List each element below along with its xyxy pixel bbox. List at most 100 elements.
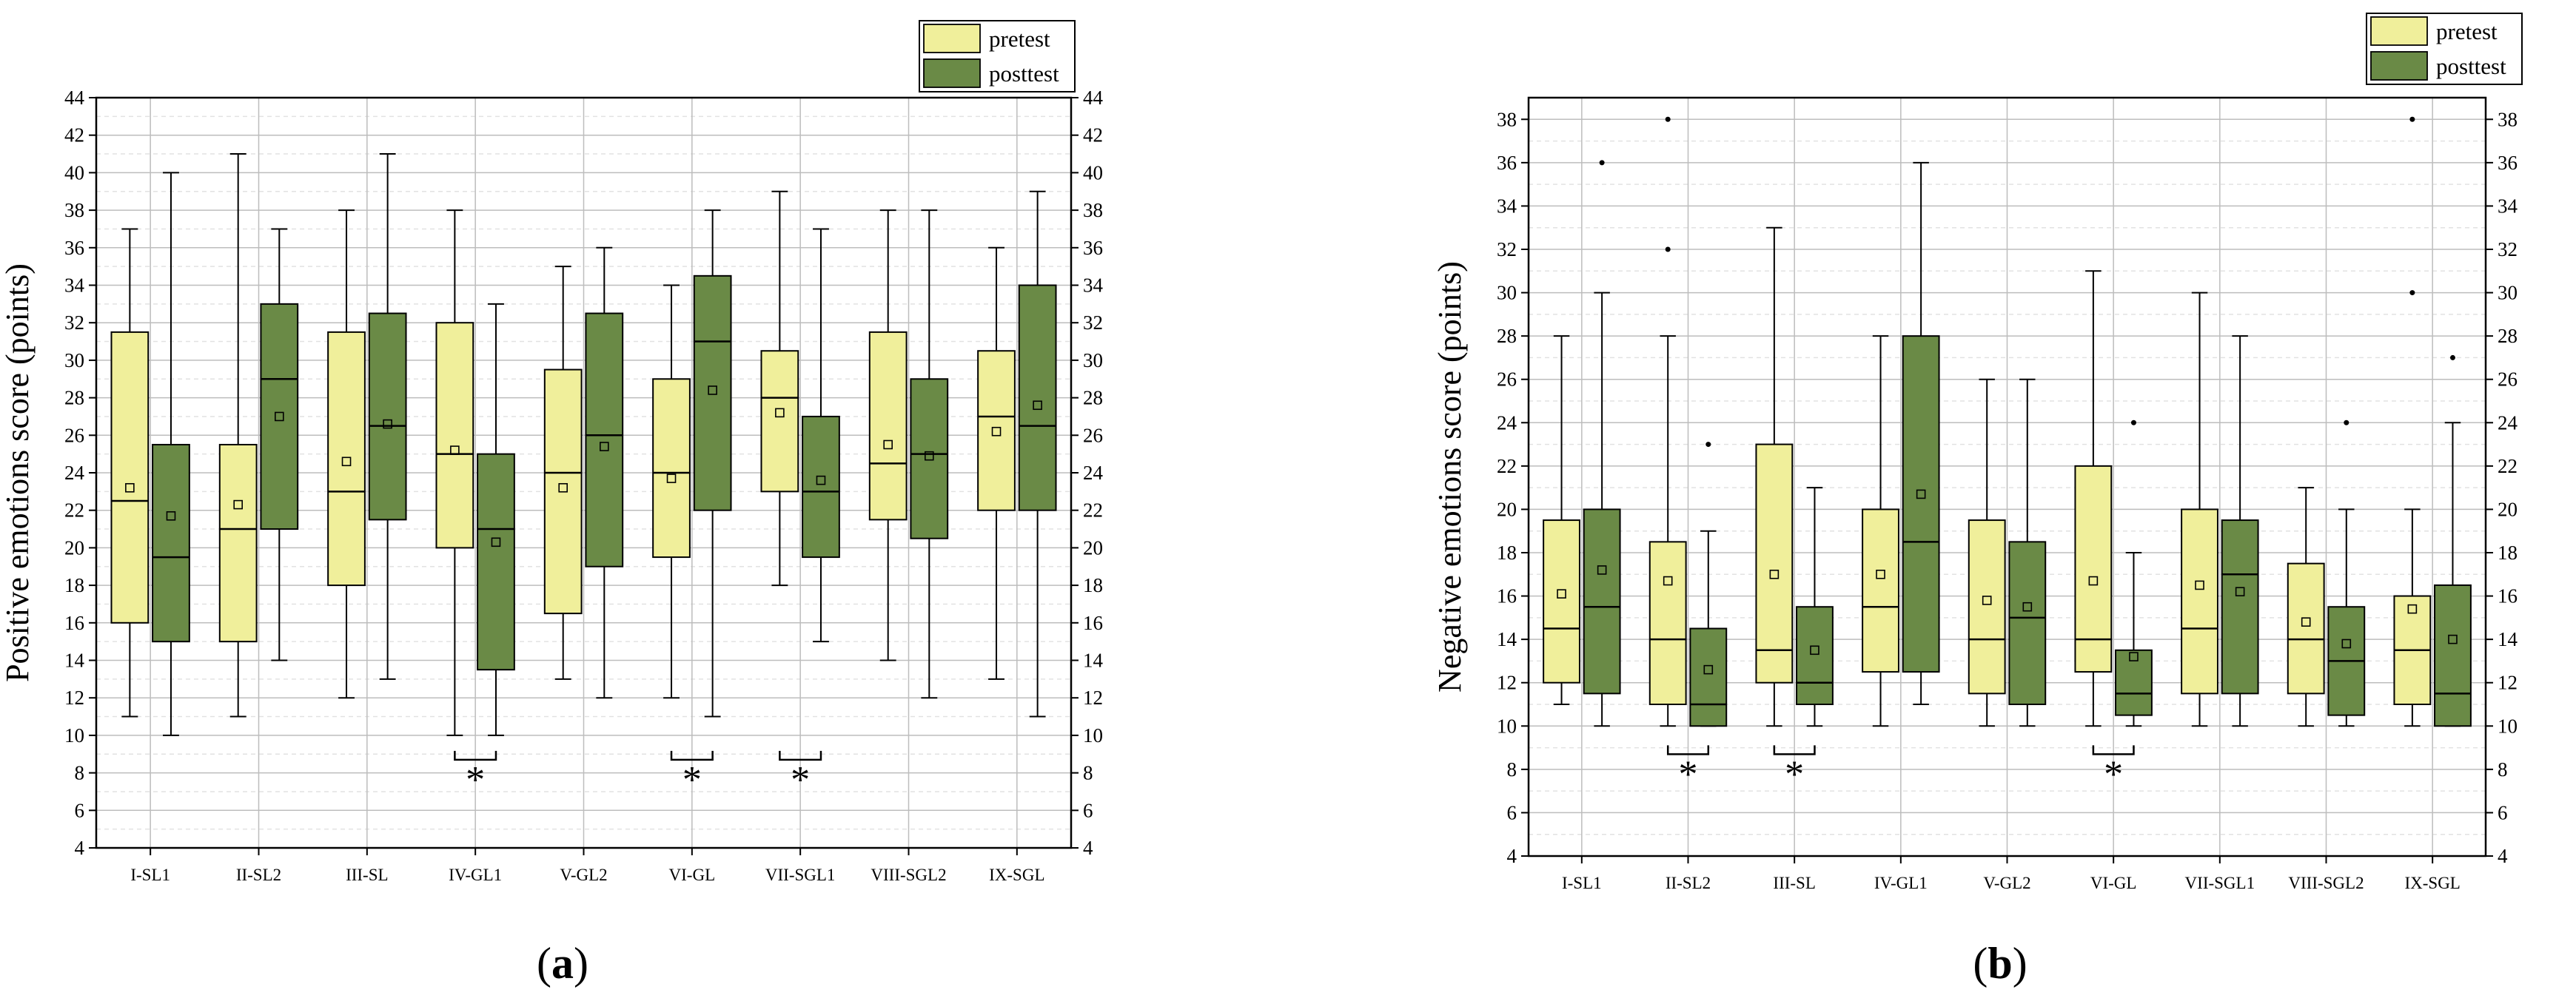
y-tick-label-right: 28 bbox=[2498, 325, 2518, 347]
y-tick-label-left: 12 bbox=[1497, 672, 1517, 694]
mean-marker bbox=[925, 451, 934, 461]
significance-markers: * * * bbox=[1666, 745, 2135, 795]
legend-label-pretest: pretest bbox=[989, 26, 1050, 52]
x-tick-label: IV-GL1 bbox=[1874, 874, 1928, 892]
box-posttest-VII-SGL1 bbox=[2221, 519, 2259, 695]
y-tick-label-left: 8 bbox=[1507, 758, 1517, 781]
gridlines bbox=[96, 98, 1071, 848]
box-pretest-I-SL1 bbox=[1543, 519, 1580, 684]
y-tick-label-left: 38 bbox=[64, 199, 84, 221]
mean-marker bbox=[2195, 580, 2204, 590]
y-tick-label-right: 12 bbox=[2498, 672, 2518, 694]
significance-asterisk: * bbox=[791, 759, 810, 801]
significance-bracket bbox=[670, 750, 714, 761]
y-tick-label-left: 20 bbox=[64, 536, 84, 559]
y-tick-label-left: 10 bbox=[1497, 715, 1517, 737]
x-tick-label: II-SL2 bbox=[1666, 874, 1711, 892]
mean-marker bbox=[1033, 400, 1042, 411]
y-tick-label-left: 32 bbox=[64, 311, 84, 334]
x-tick-label: VIII-SGL2 bbox=[2288, 874, 2364, 892]
box-posttest-VI-GL bbox=[2115, 649, 2153, 716]
legend-swatch-posttest bbox=[2370, 51, 2428, 81]
y-axis-title: Positive emotions score (points) bbox=[0, 263, 36, 682]
y-tick-label-left: 14 bbox=[64, 650, 85, 672]
plot-frame bbox=[1527, 96, 2487, 858]
outlier-point bbox=[2409, 116, 2415, 122]
box-posttest-I-SL1 bbox=[1583, 508, 1621, 695]
box-pretest-VIII-SGL2 bbox=[2287, 562, 2325, 695]
y-tick-label-left: 6 bbox=[75, 799, 85, 821]
y-tick-label-left: 24 bbox=[1497, 411, 1517, 434]
y-tick-label-left: 6 bbox=[1507, 801, 1517, 823]
y-tick-label-right: 10 bbox=[2498, 715, 2518, 737]
significance-bracket bbox=[1666, 745, 1710, 755]
y-tick-label-left: 30 bbox=[1497, 282, 1517, 304]
y-tick-label-left: 28 bbox=[64, 387, 84, 409]
y-tick-label-right: 14 bbox=[2498, 628, 2518, 650]
y-tick-label-left: 16 bbox=[64, 612, 84, 634]
box-pretest-IX-SGL bbox=[977, 350, 1016, 511]
y-tick-label-left: 36 bbox=[1497, 152, 1517, 174]
box-posttest-VII-SGL1 bbox=[802, 415, 840, 559]
y-tick-label-right: 34 bbox=[2498, 195, 2518, 217]
x-axis-ticks: I-SL1 II-SL2 III-SL IV-GL1 V-GL2 VI-GL VII-SGL… bbox=[130, 848, 1045, 884]
series-posttest bbox=[152, 153, 1057, 736]
mean-marker bbox=[1916, 489, 1926, 499]
y-tick-label-right: 24 bbox=[2498, 411, 2518, 434]
box-posttest-III-SL bbox=[368, 312, 407, 521]
outlier-point bbox=[1665, 246, 1671, 252]
significance-asterisk: * bbox=[682, 759, 702, 801]
legend: pretest posttest bbox=[2366, 13, 2523, 85]
box-pretest-V-GL2 bbox=[1968, 519, 2006, 695]
box-pretest-VII-SGL1 bbox=[2181, 508, 2218, 695]
mean-marker bbox=[600, 442, 609, 451]
outlier-point bbox=[1665, 116, 1671, 122]
x-tick-label: V-GL2 bbox=[1983, 874, 2030, 892]
y-tick-label-right: 44 bbox=[1083, 87, 1104, 109]
y-tick-label-right: 34 bbox=[1083, 274, 1104, 297]
mean-marker bbox=[125, 482, 135, 493]
box-pretest-I-SL1 bbox=[110, 331, 150, 624]
box-posttest-III-SL bbox=[1796, 606, 1834, 706]
legend-swatch-pretest bbox=[2370, 16, 2428, 46]
y-tick-label-left: 26 bbox=[64, 424, 84, 446]
mean-marker bbox=[341, 456, 352, 467]
mean-marker bbox=[2341, 639, 2352, 649]
y-tick-label-left: 42 bbox=[64, 124, 84, 146]
y-tick-label-left: 4 bbox=[75, 837, 85, 859]
mean-marker bbox=[558, 482, 568, 493]
y-tick-label-left: 44 bbox=[64, 87, 85, 109]
box-pretest-IV-GL1 bbox=[1862, 508, 1899, 673]
x-tick-label: VII-SGL1 bbox=[2185, 874, 2255, 892]
box-posttest-IV-GL1 bbox=[477, 453, 515, 671]
x-tick-label: I-SL1 bbox=[130, 866, 170, 884]
x-tick-label: VI-GL bbox=[669, 866, 716, 884]
box-posttest-V-GL2 bbox=[585, 312, 624, 567]
mean-marker bbox=[450, 445, 460, 455]
panel-b-negative-emotions: 4 4 6 6 8 8 10 10 12 12 14 14 16 16 18 18 20 20 22 22 24 24 26… bbox=[1432, 13, 2523, 988]
y-tick-label-left: 24 bbox=[64, 462, 85, 484]
y-tick-label-left: 22 bbox=[1497, 455, 1517, 477]
outlier-point bbox=[2449, 354, 2455, 360]
y-tick-label-left: 30 bbox=[64, 349, 84, 371]
box-posttest-VIII-SGL2 bbox=[910, 378, 949, 539]
box-pretest-II-SL2 bbox=[1648, 541, 1687, 705]
significance-asterisk: * bbox=[1679, 753, 1698, 795]
y-tick-label-right: 8 bbox=[1083, 762, 1093, 784]
y-tick-label-right: 30 bbox=[2498, 282, 2518, 304]
y-tick-label-right: 24 bbox=[1083, 462, 1104, 484]
y-tick-label-right: 16 bbox=[1083, 612, 1103, 634]
y-tick-label-right: 36 bbox=[2498, 152, 2518, 174]
x-tick-label: V-GL2 bbox=[560, 866, 607, 884]
box-posttest-IX-SGL bbox=[1018, 284, 1057, 511]
x-tick-label: VII-SGL1 bbox=[765, 866, 836, 884]
legend: pretest posttest bbox=[919, 20, 1076, 92]
gridlines bbox=[1529, 98, 2486, 856]
mean-marker bbox=[708, 385, 717, 395]
y-tick-label-right: 32 bbox=[2498, 238, 2518, 260]
y-tick-label-left: 32 bbox=[1497, 238, 1517, 260]
mean-marker bbox=[1769, 569, 1780, 579]
y-tick-label-left: 16 bbox=[1497, 585, 1517, 607]
